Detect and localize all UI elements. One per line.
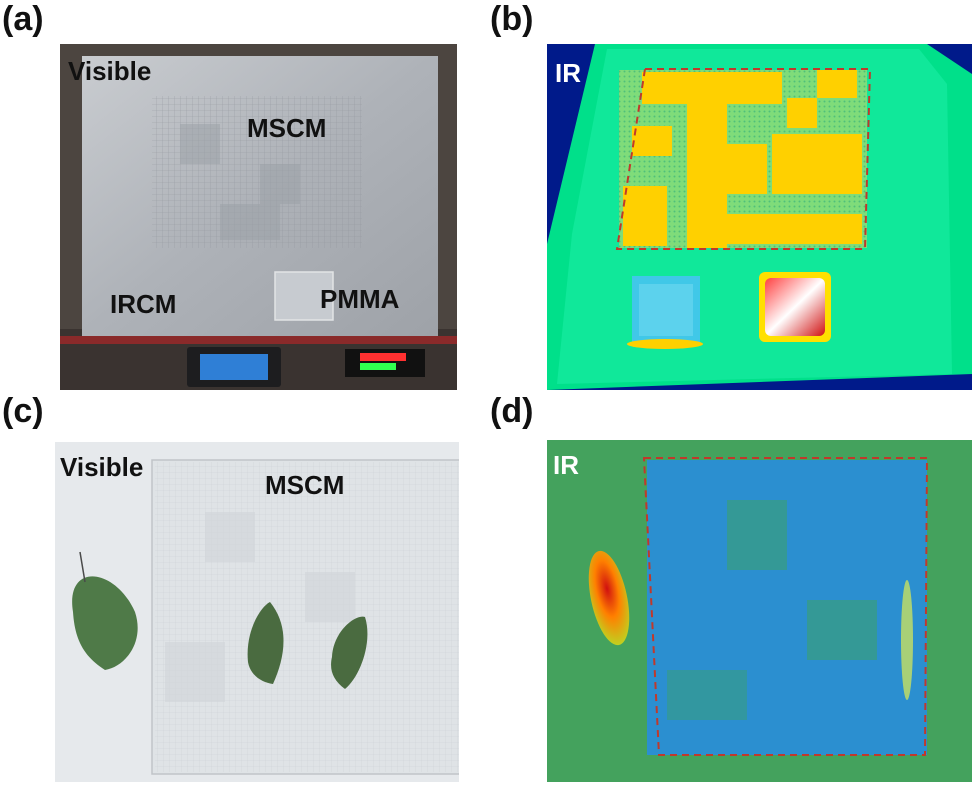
panel-d-ir-image — [547, 440, 972, 782]
panel-a-ircm-label: IRCM — [110, 289, 177, 319]
panel-letter-b: (b) — [490, 0, 534, 38]
panel-a-visible-label: Visible — [68, 56, 152, 86]
panel-letter-a: (a) — [2, 0, 44, 38]
panel-b-ir-image — [547, 44, 972, 390]
panel-b-ir-label: IR — [555, 58, 581, 88]
panel-letter-c: (c) — [2, 392, 44, 430]
panel-c-visible-label: Visible — [60, 452, 144, 482]
panel-a-mscm-label: MSCM — [247, 113, 327, 143]
panel-a-visible-photo — [60, 44, 457, 390]
panel-d-ir-label: IR — [553, 450, 579, 480]
panel-c-mscm-label: MSCM — [265, 470, 345, 500]
panel-c-photo-graphic — [55, 442, 459, 782]
panel-d-thermal-graphic — [547, 440, 972, 782]
panel-c-visible-photo — [55, 442, 459, 782]
panel-a-photo-graphic — [60, 44, 457, 390]
panel-letter-d: (d) — [490, 392, 534, 430]
panel-b-thermal-graphic — [547, 44, 972, 390]
panel-a-pmma-label: PMMA — [320, 284, 400, 314]
